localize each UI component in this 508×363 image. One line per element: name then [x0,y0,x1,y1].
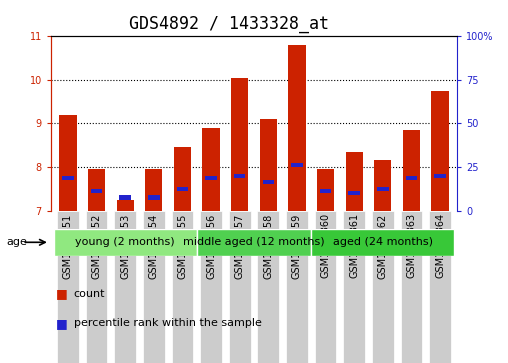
Bar [145,169,163,211]
Bar [317,169,334,211]
Bar [403,130,420,211]
Bar [119,195,131,200]
Bar [372,211,394,363]
Bar [62,176,74,180]
Bar [86,211,108,363]
Text: percentile rank within the sample: percentile rank within the sample [74,318,262,328]
Bar [320,189,331,193]
Bar [148,195,160,200]
Bar [57,211,79,363]
Bar [205,176,217,180]
Bar [431,91,449,211]
Bar [114,211,136,363]
Bar [197,229,311,256]
Bar [59,115,77,211]
Text: middle aged (12 months): middle aged (12 months) [183,237,325,247]
Bar [260,119,277,211]
Bar [174,147,191,211]
Bar [203,128,219,211]
Text: GDS4892 / 1433328_at: GDS4892 / 1433328_at [129,15,329,33]
Bar [377,187,389,191]
Bar [311,229,454,256]
Bar [234,174,245,178]
Text: count: count [74,289,105,299]
Text: aged (24 months): aged (24 months) [333,237,433,247]
Bar [263,180,274,184]
Bar [406,176,417,180]
Bar [88,169,105,211]
Bar [172,211,194,363]
Bar [54,229,197,256]
Bar [429,211,451,363]
Bar [231,78,248,211]
Bar [143,211,165,363]
Text: ■: ■ [56,317,68,330]
Bar [343,211,365,363]
Bar [200,211,222,363]
Bar [400,211,422,363]
Bar [286,211,308,363]
Bar [91,189,102,193]
Bar [348,191,360,195]
Bar [258,211,279,363]
Bar [314,211,336,363]
Bar [374,160,391,211]
Bar [345,152,363,211]
Bar [434,174,446,178]
Text: ■: ■ [56,287,68,301]
Text: age: age [6,237,27,247]
Text: young (2 months): young (2 months) [75,237,175,247]
Bar [117,200,134,211]
Bar [229,211,250,363]
Bar [177,187,188,191]
Bar [291,163,303,167]
Bar [289,45,305,211]
